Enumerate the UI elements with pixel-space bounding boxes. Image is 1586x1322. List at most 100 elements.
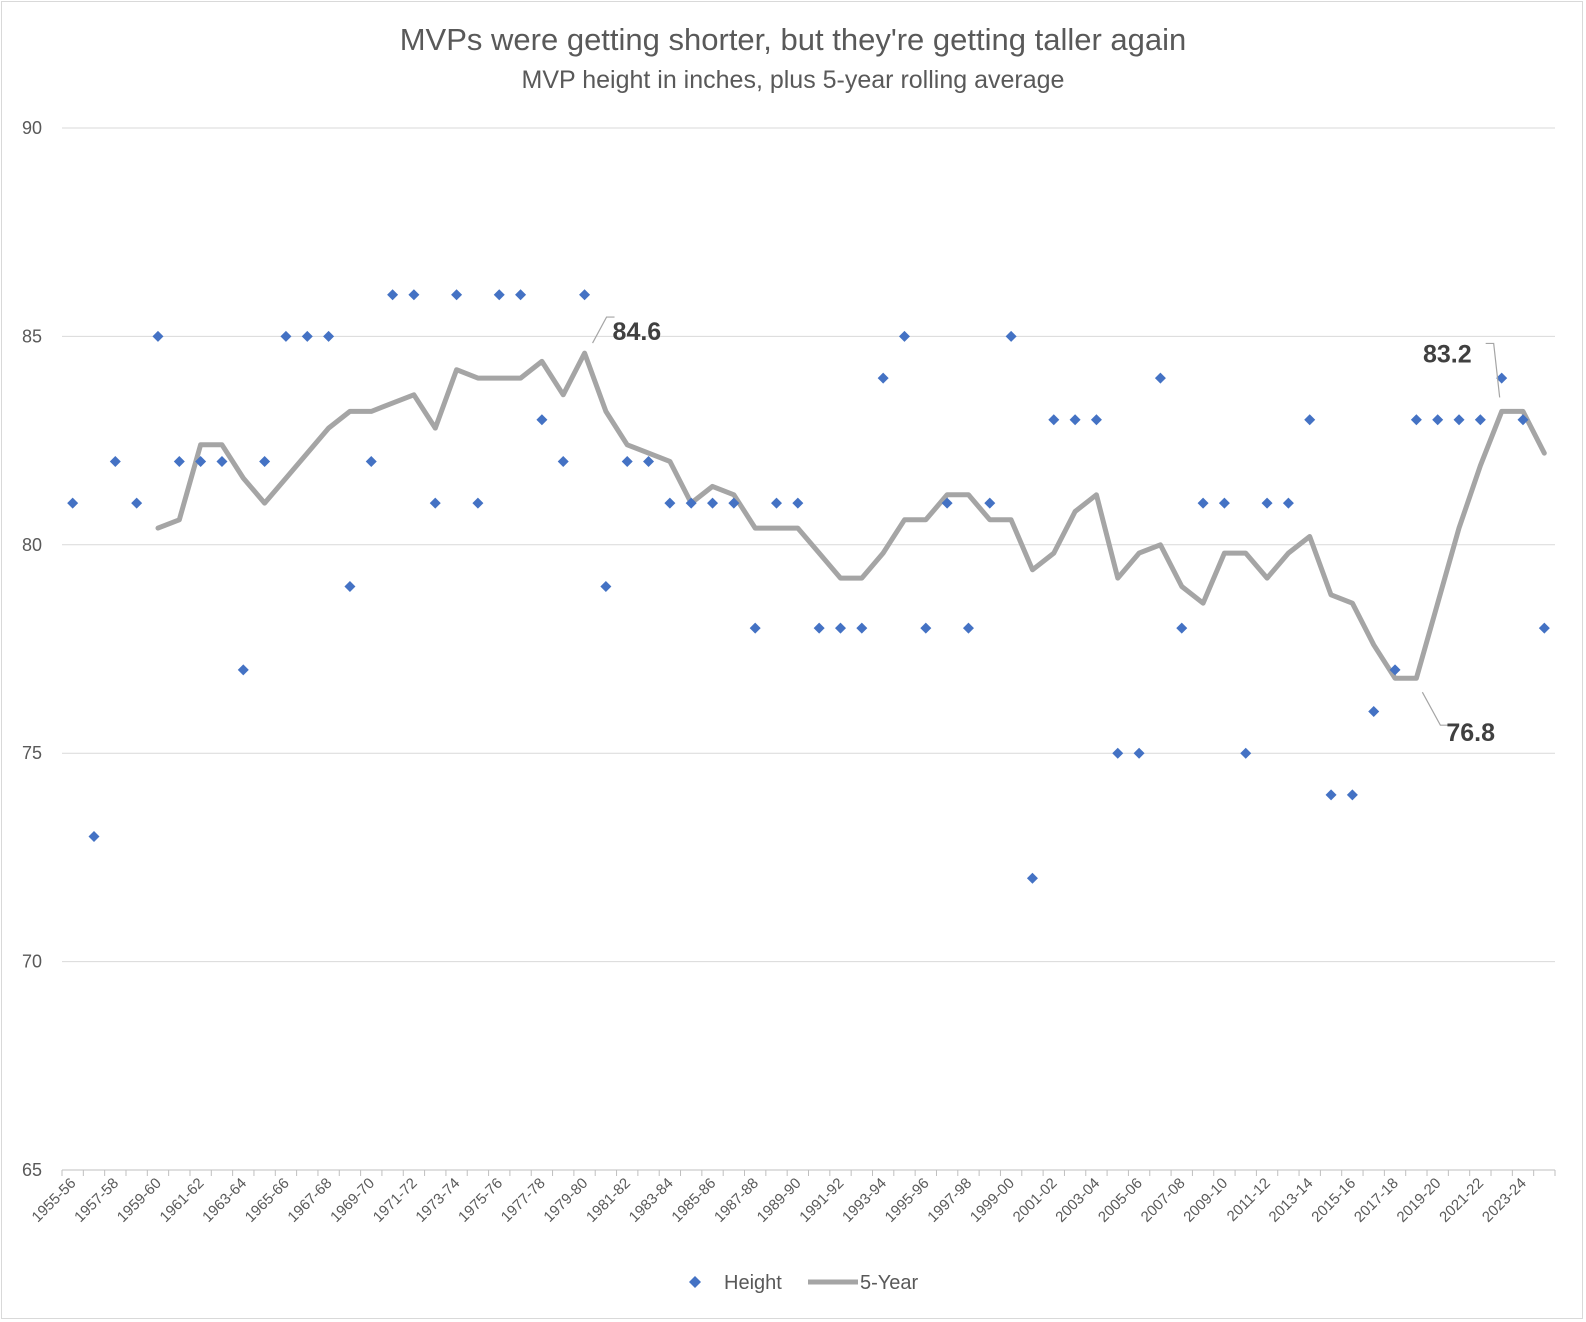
x-tick-label: 1989-90 bbox=[754, 1175, 805, 1226]
annotation-leader bbox=[1485, 342, 1501, 398]
y-tick-label: 80 bbox=[22, 535, 42, 555]
x-tick-label: 1987-88 bbox=[711, 1175, 762, 1226]
height-point bbox=[195, 455, 207, 467]
chart-title: MVPs were getting shorter, but they're g… bbox=[399, 22, 1187, 57]
height-point bbox=[749, 622, 761, 634]
height-point bbox=[109, 455, 121, 467]
x-tick-label: 1995-96 bbox=[882, 1175, 933, 1226]
height-point bbox=[344, 580, 356, 592]
height-point bbox=[1090, 414, 1102, 426]
gridlines bbox=[62, 127, 1555, 1171]
height-point bbox=[834, 622, 846, 634]
height-point bbox=[1282, 497, 1294, 509]
height-point bbox=[323, 330, 335, 342]
height-point bbox=[1154, 372, 1166, 384]
chart-subtitle: MVP height in inches, plus 5-year rollin… bbox=[521, 66, 1065, 94]
height-point bbox=[493, 289, 505, 301]
height-point bbox=[984, 497, 996, 509]
height-point bbox=[1048, 414, 1060, 426]
x-tick-label: 2021-22 bbox=[1436, 1175, 1487, 1226]
x-tick-label: 1999-00 bbox=[967, 1175, 1018, 1226]
annotation-label: 83.2 bbox=[1423, 340, 1472, 368]
x-tick-label: 1961-62 bbox=[157, 1175, 208, 1226]
x-tick-label: 1975-76 bbox=[455, 1175, 506, 1226]
height-point bbox=[1218, 497, 1230, 509]
height-point bbox=[813, 622, 825, 634]
height-point bbox=[1368, 706, 1380, 718]
height-point bbox=[685, 497, 697, 509]
x-tick-label: 1963-64 bbox=[199, 1175, 250, 1226]
height-point bbox=[771, 497, 783, 509]
height-point bbox=[664, 497, 676, 509]
x-tick-label: 1957-58 bbox=[71, 1175, 122, 1226]
y-tick-label: 70 bbox=[22, 952, 42, 972]
height-point bbox=[1496, 372, 1508, 384]
annotation-leader bbox=[1421, 691, 1449, 726]
legend-height-marker bbox=[689, 1276, 701, 1288]
height-point bbox=[67, 497, 79, 509]
x-tick-label: 2017-18 bbox=[1351, 1175, 1402, 1226]
height-point bbox=[536, 414, 548, 426]
height-point bbox=[1517, 414, 1529, 426]
y-tick-label: 85 bbox=[22, 326, 42, 346]
x-tick-label: 1983-84 bbox=[626, 1175, 677, 1226]
height-point bbox=[707, 497, 719, 509]
y-tick-label: 65 bbox=[22, 1160, 42, 1180]
x-tick-label: 1981-82 bbox=[583, 1175, 634, 1226]
x-tick-label: 2003-04 bbox=[1052, 1175, 1103, 1226]
y-tick-label: 75 bbox=[22, 743, 42, 763]
x-tick-label: 1977-78 bbox=[498, 1175, 549, 1226]
x-tick-label: 2007-08 bbox=[1138, 1175, 1189, 1226]
height-point bbox=[600, 580, 612, 592]
height-point bbox=[173, 455, 185, 467]
height-point bbox=[557, 455, 569, 467]
height-point bbox=[1538, 622, 1550, 634]
height-point bbox=[280, 330, 292, 342]
x-tick-label: 1979-80 bbox=[540, 1175, 591, 1226]
height-point bbox=[792, 497, 804, 509]
height-point bbox=[920, 622, 932, 634]
height-point bbox=[1133, 747, 1145, 759]
height-point bbox=[301, 330, 313, 342]
x-tick-label: 1993-94 bbox=[839, 1175, 890, 1226]
x-tick-label: 1997-98 bbox=[924, 1175, 975, 1226]
height-point bbox=[1069, 414, 1081, 426]
x-tick-label: 2023-24 bbox=[1479, 1175, 1530, 1226]
height-point bbox=[237, 664, 249, 676]
five-year-series bbox=[155, 350, 1547, 681]
x-tick-label: 1971-72 bbox=[370, 1175, 421, 1226]
height-point bbox=[1026, 872, 1038, 884]
x-tick-label: 1973-74 bbox=[412, 1175, 463, 1226]
annotation-label: 84.6 bbox=[613, 318, 662, 346]
x-tick-label: 2013-14 bbox=[1266, 1175, 1317, 1226]
height-point bbox=[152, 330, 164, 342]
annotations: 84.6 83.2 76.8 bbox=[592, 316, 1501, 747]
x-tick-label: 2019-20 bbox=[1394, 1175, 1445, 1226]
annotation-leader bbox=[592, 316, 615, 344]
height-series bbox=[67, 289, 1550, 884]
height-point bbox=[1474, 414, 1486, 426]
y-tick-label: 90 bbox=[22, 118, 42, 138]
height-point bbox=[962, 622, 974, 634]
height-point bbox=[1197, 497, 1209, 509]
height-point bbox=[1176, 622, 1188, 634]
y-axis-ticks: 65 70 75 80 85 90 bbox=[22, 118, 42, 1180]
x-tick-label: 1969-70 bbox=[327, 1175, 378, 1226]
height-point bbox=[429, 497, 441, 509]
x-tick-label: 2015-16 bbox=[1308, 1175, 1359, 1226]
x-tick-label: 2011-12 bbox=[1224, 1175, 1274, 1225]
x-axis-ticks: 1955-561957-581959-601961-621963-641965-… bbox=[29, 1175, 1530, 1226]
x-tick-label: 1955-56 bbox=[29, 1175, 80, 1226]
height-point bbox=[387, 289, 399, 301]
height-point bbox=[1261, 497, 1273, 509]
height-point bbox=[472, 497, 484, 509]
legend: Height 5-Year bbox=[689, 1272, 919, 1294]
height-point bbox=[131, 497, 143, 509]
height-point bbox=[365, 455, 377, 467]
five-year-line bbox=[155, 350, 1547, 681]
x-tick-label: 2005-06 bbox=[1095, 1175, 1146, 1226]
legend-5year-label: 5-Year bbox=[860, 1272, 919, 1294]
height-point bbox=[1389, 664, 1401, 676]
